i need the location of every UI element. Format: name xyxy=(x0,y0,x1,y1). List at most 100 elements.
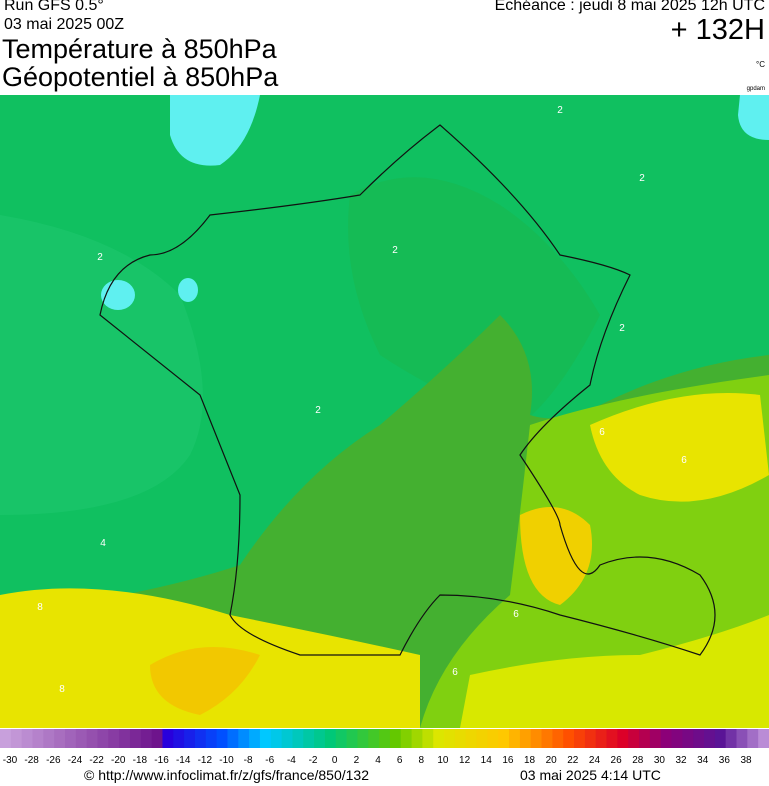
scale-label: -28 xyxy=(24,755,39,766)
footer-time: 03 mai 2025 4:14 UTC xyxy=(520,767,661,783)
zone xyxy=(460,615,769,728)
scale-cell xyxy=(736,729,748,748)
scale-label: -22 xyxy=(89,755,104,766)
scale-cell xyxy=(758,729,769,748)
scale-cell xyxy=(682,729,694,748)
scale-label: -6 xyxy=(265,755,274,766)
scale-cell xyxy=(628,729,640,748)
scale-cell xyxy=(509,729,521,748)
scale-cell xyxy=(563,729,575,748)
scale-cell xyxy=(227,729,239,748)
zone xyxy=(520,507,592,605)
scale-label: 36 xyxy=(719,755,731,766)
scale-cell xyxy=(541,729,553,748)
scale-label: -30 xyxy=(3,755,18,766)
scale-cell xyxy=(649,729,662,748)
scale-cell xyxy=(129,729,142,748)
cold-spot xyxy=(170,95,260,166)
scale-cell xyxy=(617,729,629,748)
scale-label: -26 xyxy=(46,755,61,766)
scale-label: -20 xyxy=(111,755,126,766)
scale-label: 12 xyxy=(459,755,471,766)
contour-label: 8 xyxy=(59,684,65,695)
unit-2: gpdam xyxy=(746,86,765,92)
contour-label: 2 xyxy=(392,245,398,256)
scale-label: -2 xyxy=(309,755,318,766)
scale-cell xyxy=(519,729,532,748)
scale-cell xyxy=(10,729,23,748)
scale-label: 18 xyxy=(524,755,536,766)
scale-label: 26 xyxy=(611,755,623,766)
scale-label: 20 xyxy=(546,755,558,766)
scale-label: 32 xyxy=(675,755,687,766)
scale-cell xyxy=(379,729,391,748)
scale-cell xyxy=(400,729,413,748)
scale-cell xyxy=(346,729,358,748)
scale-label: -18 xyxy=(133,755,148,766)
scale-cell xyxy=(54,729,66,748)
scale-cell xyxy=(21,729,33,748)
scale-label: -8 xyxy=(244,755,253,766)
scale-cell xyxy=(454,729,467,748)
zone xyxy=(348,177,600,425)
scale-cell xyxy=(476,729,488,748)
scale-label: 16 xyxy=(502,755,514,766)
scale-label: -24 xyxy=(68,755,83,766)
contour-label: 2 xyxy=(97,252,103,263)
map: 2 2 2 2 2 2 4 6 6 6 8 8 6 xyxy=(0,95,769,728)
contour-label: 2 xyxy=(619,323,625,334)
scale-cell xyxy=(140,729,153,748)
scale-cell xyxy=(108,729,120,748)
scale-cell xyxy=(205,729,218,748)
contour-label: 6 xyxy=(681,455,687,466)
contour-label: 6 xyxy=(452,667,458,678)
scale-cell xyxy=(725,729,738,748)
contour-label: 2 xyxy=(557,105,563,116)
scale-label: -10 xyxy=(219,755,234,766)
color-scale: -30 -28 -26 -24 -22 -20 -18 -16 -14 -12 -10 -8 -6 -4-… xyxy=(0,729,769,766)
scale-cell xyxy=(660,729,673,748)
scale-cell xyxy=(704,729,716,748)
scale-cell xyxy=(606,729,618,748)
scale-cell xyxy=(747,729,759,748)
scale-cell xyxy=(64,729,77,748)
scale-cell xyxy=(270,729,283,748)
scale-cell xyxy=(411,729,423,748)
scale-cell xyxy=(216,729,228,748)
contour-label: 6 xyxy=(599,427,605,438)
scale-cell xyxy=(574,729,586,748)
scale-cell xyxy=(0,729,12,748)
scale-cell xyxy=(162,729,174,748)
scale-cell xyxy=(671,729,683,748)
scale-cell xyxy=(249,729,261,748)
lead-time: + 132H xyxy=(670,14,765,46)
scale-cell xyxy=(259,729,272,748)
scale-cell xyxy=(530,729,543,748)
scale-cell xyxy=(281,729,293,748)
scale-cell xyxy=(151,729,163,748)
scale-label: 24 xyxy=(589,755,601,766)
scale-cell xyxy=(444,729,456,748)
scale-cell xyxy=(693,729,705,748)
scale-cell xyxy=(714,729,727,748)
scale-cell xyxy=(303,729,315,748)
coastline xyxy=(99,124,716,656)
scale-cell xyxy=(119,729,131,748)
scale-cell xyxy=(595,729,608,748)
scale-label: -14 xyxy=(176,755,191,766)
scale-label: 22 xyxy=(567,755,579,766)
scale-label: 30 xyxy=(654,755,666,766)
scale-cell xyxy=(389,729,402,748)
scale-cell xyxy=(324,729,337,748)
scale-cell xyxy=(97,729,109,748)
scale-cell xyxy=(314,729,326,748)
scale-label: 0 xyxy=(332,755,338,766)
scale-label: 38 xyxy=(740,755,752,766)
scale-cell xyxy=(433,729,445,748)
contour-label: 2 xyxy=(639,173,645,184)
scale-label: 34 xyxy=(697,755,709,766)
footer-url: © http://www.infoclimat.fr/z/gfs/france/… xyxy=(84,767,369,783)
scale-cell xyxy=(368,729,380,748)
cold-spot xyxy=(178,278,198,302)
